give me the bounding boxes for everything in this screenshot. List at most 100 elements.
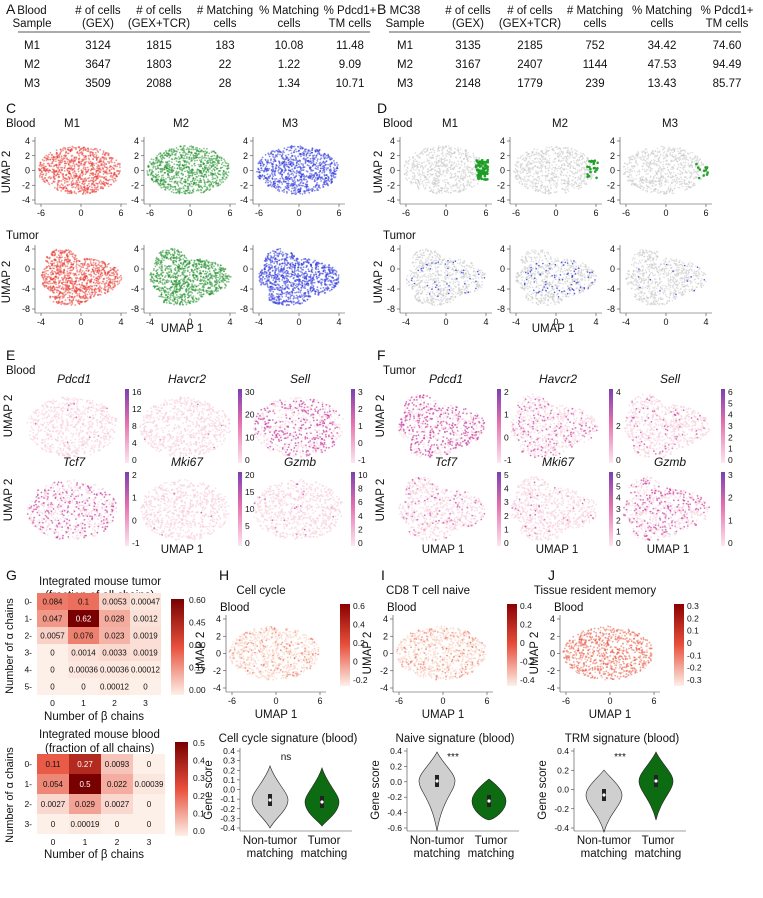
h-violin-ytick: 0.1 — [223, 775, 235, 785]
table-b-header-4-b: cells — [650, 18, 673, 30]
h-violin-nontumor-median — [268, 798, 271, 801]
d-blood-0-ytick: 2 — [390, 151, 395, 161]
table-b-cell: 2185 — [517, 40, 543, 52]
j-sub: Blood — [554, 602, 583, 614]
g-tumor-title-1: Integrated mouse tumor — [39, 576, 161, 588]
table-b-cell: 74.60 — [713, 40, 742, 52]
panel-label-F: F — [377, 347, 386, 363]
j-title: Tissue resident memory — [534, 585, 657, 597]
panel-label-C: C — [6, 100, 16, 116]
j-violin-nontumor-median — [602, 793, 605, 796]
c-tumor-points-1 — [149, 248, 232, 306]
d-blood-1-ytick: 4 — [500, 136, 505, 146]
c-tumor-2-xtick: -4 — [255, 317, 263, 327]
c-tumor-0-ytick: -8 — [22, 304, 30, 314]
i-bar-tick: 0 — [520, 638, 525, 648]
panel-label-J: J — [548, 567, 555, 583]
g-tumor-collabel: 1 — [81, 698, 86, 708]
d-blood-1-xtick: -6 — [512, 208, 520, 218]
c-umap2-tumor: UMAP 2 — [1, 261, 13, 304]
e-5-gene: Gzmb — [284, 455, 316, 469]
g-tumor-cell-label: 0.0019 — [133, 649, 158, 658]
h-umap1: UMAP 1 — [255, 709, 298, 721]
g-blood-legend-bar — [175, 742, 188, 836]
d-blood-1-ytick: 0 — [500, 166, 505, 176]
f-4-colorbar-tick: 6 — [616, 470, 621, 480]
c-blood-points-2 — [256, 145, 339, 195]
panel-label-D: D — [377, 100, 387, 116]
e-2-colorbar-tick: 3 — [358, 387, 363, 397]
i-umap-ytick: 4 — [383, 614, 388, 624]
table-b-header-3-b: cells — [583, 18, 606, 30]
d-blood-0-xtick: -6 — [402, 208, 410, 218]
d-tumor-2-axes: -4 0 440-4-8 — [607, 244, 712, 327]
d-blood-2-ytick: 0 — [610, 166, 615, 176]
e-1-points — [139, 396, 231, 457]
d-tumor-2-xtick: -4 — [622, 317, 630, 327]
e-1-colorbar-tick: 30 — [245, 387, 255, 397]
e-4-colorbar-tick: 0 — [245, 538, 250, 548]
e-3-colorbar-tick: 0 — [132, 515, 137, 525]
e-2-colorbar-tick: 2 — [358, 404, 363, 414]
d-tumor-1-ytick: 0 — [500, 264, 505, 274]
g-tumor-cell-label: 0.0019 — [133, 632, 158, 641]
f-0-gene: Pdcd1 — [429, 372, 463, 386]
j-umap-ytick: 4 — [550, 614, 555, 624]
d-mouse-label: M2 — [552, 118, 568, 130]
table-b-cell: 1779 — [517, 78, 543, 90]
c-blood-1-xtick: 6 — [227, 208, 232, 218]
h-violin-ytick: 0.2 — [223, 765, 235, 775]
c-tumor-1-xtick: 4 — [227, 317, 232, 327]
j-umap-ytick: 0 — [550, 649, 555, 659]
c-tumor-label: Tumor — [6, 230, 39, 242]
e-2-colorbar-tick: 1 — [358, 421, 363, 431]
g-tumor-rowlabel: 0- — [24, 597, 32, 607]
d-blood-0-xtick: 6 — [483, 208, 488, 218]
j-umap-ytick: -2 — [547, 666, 555, 676]
h-umap-xtick: -6 — [228, 696, 236, 706]
c-blood-2-ytick: 0 — [243, 166, 248, 176]
f-2-colorbar-tick: 5 — [728, 398, 733, 408]
d-blood-0-ytick: 0 — [390, 166, 395, 176]
h-violin-ytick: 0.4 — [223, 746, 235, 756]
i-violin-ytick: 0.2 — [390, 761, 402, 771]
g-blood-rowlabel: 2- — [24, 799, 32, 809]
e-5-points — [252, 479, 343, 540]
g-tumor-cell-label: 0.076 — [73, 632, 94, 641]
d-blood-0-ytick: -2 — [387, 180, 395, 190]
table-b-header-5-a: % Pdcd1+ — [701, 5, 754, 17]
d-blood-label: Blood — [383, 118, 412, 130]
g-tumor-cell-label: 0 — [50, 649, 55, 658]
g-tumor-legend-tick: 0.60 — [189, 595, 206, 605]
c-tumor-1-ytick: -4 — [131, 284, 139, 294]
f-2-colorbar-tick: 6 — [728, 387, 733, 397]
panel-label-H: H — [219, 567, 229, 583]
f-5-colorbar-tick: 0 — [728, 538, 733, 548]
d-blood-bg-2 — [623, 145, 706, 194]
i-x-tumor-2: matching — [468, 848, 515, 860]
c-blood-0-ytick: -2 — [22, 180, 30, 190]
table-a-cell: 1815 — [146, 40, 172, 52]
c-tumor-1-ytick: 4 — [134, 244, 139, 254]
j-bar-tick: -0.3 — [687, 675, 702, 685]
table-a-cell: 9.09 — [339, 59, 361, 71]
d-umap2-tumor: UMAP 2 — [373, 261, 385, 304]
c-tumor-1-xtick: -4 — [146, 317, 154, 327]
j-umap-xtick: -6 — [562, 696, 570, 706]
c-tumor-2-ytick: 0 — [243, 264, 248, 274]
c-blood-points-0 — [38, 146, 121, 196]
figure-root: A BC DE FG H I JBloodSample# of cells(GEX)# of… — [1, 1, 754, 861]
g-tumor-cell-label: 0.047 — [42, 615, 63, 624]
j-violin-ytick: -0.4 — [554, 823, 569, 833]
table-a-cell: 22 — [219, 59, 232, 71]
d-tumor-0-xtick: -4 — [402, 317, 410, 327]
table-b-cell: 1144 — [583, 59, 608, 71]
j-bar-tick: -0.2 — [687, 663, 702, 673]
f-0-colorbar-tick: 1 — [504, 410, 509, 420]
g-tumor-cell-label: 0.1 — [78, 598, 90, 607]
d-blood-2-xtick: -6 — [622, 208, 630, 218]
panel-label-G: G — [6, 567, 17, 583]
table-a-cell: 2088 — [146, 78, 172, 90]
e-0-colorbar-tick: 0 — [132, 455, 137, 465]
i-violin-ytick: 0.0 — [390, 777, 402, 787]
